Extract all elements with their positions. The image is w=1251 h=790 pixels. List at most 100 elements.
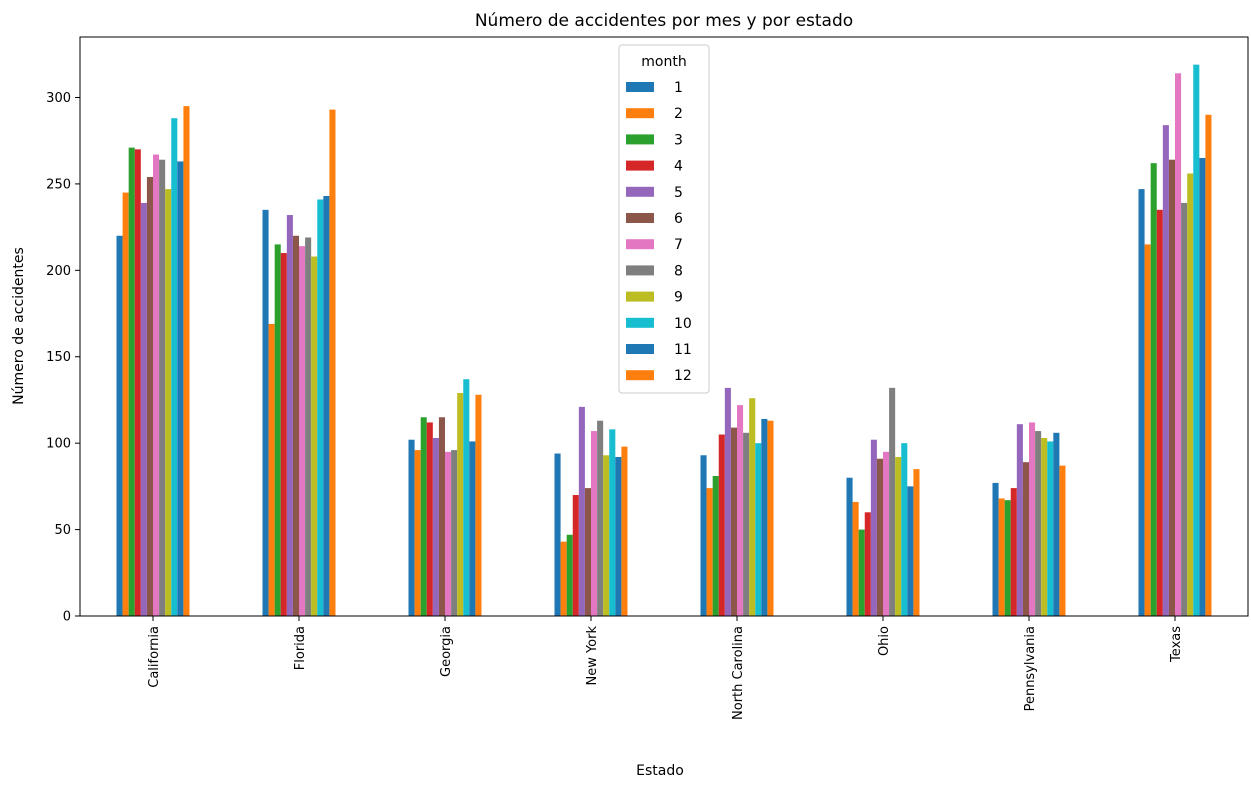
bar-north-carolina-month-2 (706, 488, 713, 616)
bar-north-carolina-month-12 (767, 420, 774, 616)
bar-pennsylvania-month-2 (998, 498, 1005, 616)
bar-north-carolina-month-3 (712, 476, 719, 616)
legend-label-month-9: 9 (674, 290, 683, 306)
x-tick-label: California (147, 626, 162, 688)
bar-pennsylvania-month-1 (992, 482, 999, 616)
bar-pennsylvania-month-4 (1010, 488, 1017, 616)
legend-swatch-month-3 (626, 134, 654, 145)
chart-title: Número de accidentes por mes y por estad… (475, 11, 853, 31)
legend-swatch-month-1 (626, 82, 654, 92)
bar-new-york-month-7 (591, 431, 598, 616)
bar-california-month-9 (165, 189, 172, 616)
legend-swatch-month-10 (626, 317, 654, 328)
bar-texas-month-3 (1150, 163, 1157, 617)
legend-swatch-month-8 (626, 265, 654, 276)
bar-florida-month-3 (274, 244, 281, 616)
bar-north-carolina-month-4 (718, 434, 725, 616)
bar-new-york-month-6 (584, 488, 591, 616)
y-tick-label: 50 (54, 523, 71, 538)
y-tick-label: 0 (63, 610, 71, 625)
bar-pennsylvania-month-11 (1053, 432, 1060, 616)
bar-georgia-month-9 (457, 393, 464, 616)
bar-pennsylvania-month-10 (1047, 441, 1054, 616)
legend-swatch-month-6 (626, 213, 654, 223)
bar-pennsylvania-month-8 (1035, 431, 1042, 616)
bar-pennsylvania-month-3 (1004, 500, 1011, 616)
legend-swatch-month-5 (626, 186, 654, 197)
bar-georgia-month-2 (414, 450, 421, 616)
bar-california-month-4 (134, 149, 141, 616)
bar-florida-month-1 (262, 209, 269, 616)
bar-georgia-month-3 (420, 417, 427, 616)
bar-north-carolina-month-8 (743, 432, 750, 616)
bar-florida-month-8 (305, 237, 312, 617)
legend-title: month (641, 54, 686, 70)
x-tick-label: New York (585, 626, 600, 686)
bar-california-month-7 (153, 154, 160, 616)
x-axis-label: Estado (636, 763, 684, 779)
legend-frame (618, 44, 710, 394)
bar-new-york-month-12 (621, 446, 628, 616)
bar-georgia-month-4 (426, 422, 433, 616)
y-axis-label: Número de accidentes (11, 247, 27, 405)
bar-pennsylvania-month-7 (1029, 422, 1036, 616)
bar-california-month-10 (171, 118, 178, 616)
bar-ohio-month-4 (864, 512, 871, 616)
bar-new-york-month-9 (603, 455, 610, 616)
bar-texas-month-7 (1175, 73, 1182, 617)
bar-north-carolina-month-10 (755, 443, 762, 616)
legend-label-month-11: 11 (674, 342, 692, 358)
bar-florida-month-7 (299, 246, 306, 616)
bar-north-carolina-month-7 (737, 405, 744, 616)
bar-florida-month-12 (329, 109, 336, 616)
legend-label-month-3: 3 (674, 132, 683, 148)
bar-california-month-5 (140, 202, 147, 617)
legend-label-month-7: 7 (674, 237, 683, 253)
bar-florida-month-5 (286, 215, 293, 616)
bar-north-carolina-month-5 (724, 387, 731, 616)
bar-north-carolina-month-9 (749, 398, 756, 616)
y-tick-label: 150 (46, 350, 71, 365)
bar-new-york-month-2 (560, 541, 567, 616)
bar-florida-month-10 (317, 199, 324, 616)
bar-georgia-month-5 (432, 437, 439, 616)
legend-label-month-12: 12 (674, 368, 692, 384)
bar-florida-month-2 (268, 323, 275, 616)
bar-ohio-month-5 (870, 439, 877, 616)
x-tick-label: Florida (293, 626, 308, 670)
x-tick-label: North Carolina (731, 626, 746, 720)
bar-ohio-month-8 (889, 387, 896, 616)
legend-swatch-month-11 (626, 344, 654, 354)
legend-label-month-4: 4 (674, 159, 683, 175)
legend-swatch-month-9 (626, 291, 654, 302)
bar-california-month-1 (116, 235, 123, 616)
bar-georgia-month-10 (463, 379, 470, 616)
bar-ohio-month-10 (901, 443, 908, 616)
legend-label-month-1: 1 (674, 80, 683, 96)
x-tick-label: Pennsylvania (1023, 626, 1038, 711)
bar-florida-month-11 (323, 196, 330, 616)
plot-frame (79, 36, 1249, 617)
legend-label-month-6: 6 (674, 211, 683, 227)
bar-texas-month-10 (1193, 64, 1200, 616)
x-axis: California Florida Georgia New York North Ca… (147, 616, 1184, 720)
bar-georgia-month-8 (451, 450, 458, 616)
y-tick-label: 300 (46, 91, 71, 106)
legend-label-month-8: 8 (674, 263, 683, 279)
bar-new-york-month-3 (566, 534, 573, 616)
bar-texas-month-4 (1156, 209, 1163, 616)
bar-california-month-2 (122, 192, 129, 617)
bar-north-carolina-month-11 (761, 418, 768, 616)
bar-new-york-month-1 (554, 453, 561, 616)
y-axis: 0 50 100 150 200 250 300 (46, 91, 80, 625)
bar-ohio-month-11 (907, 486, 914, 616)
bar-north-carolina-month-1 (700, 455, 707, 616)
bar-texas-month-2 (1144, 244, 1151, 616)
bar-pennsylvania-month-9 (1041, 437, 1048, 616)
bar-new-york-month-11 (615, 456, 622, 616)
bar-new-york-month-5 (578, 406, 585, 616)
bar-pennsylvania-month-12 (1059, 465, 1066, 616)
bar-texas-month-1 (1138, 189, 1145, 616)
y-tick-label: 250 (46, 177, 71, 192)
bar-florida-month-4 (280, 253, 287, 617)
